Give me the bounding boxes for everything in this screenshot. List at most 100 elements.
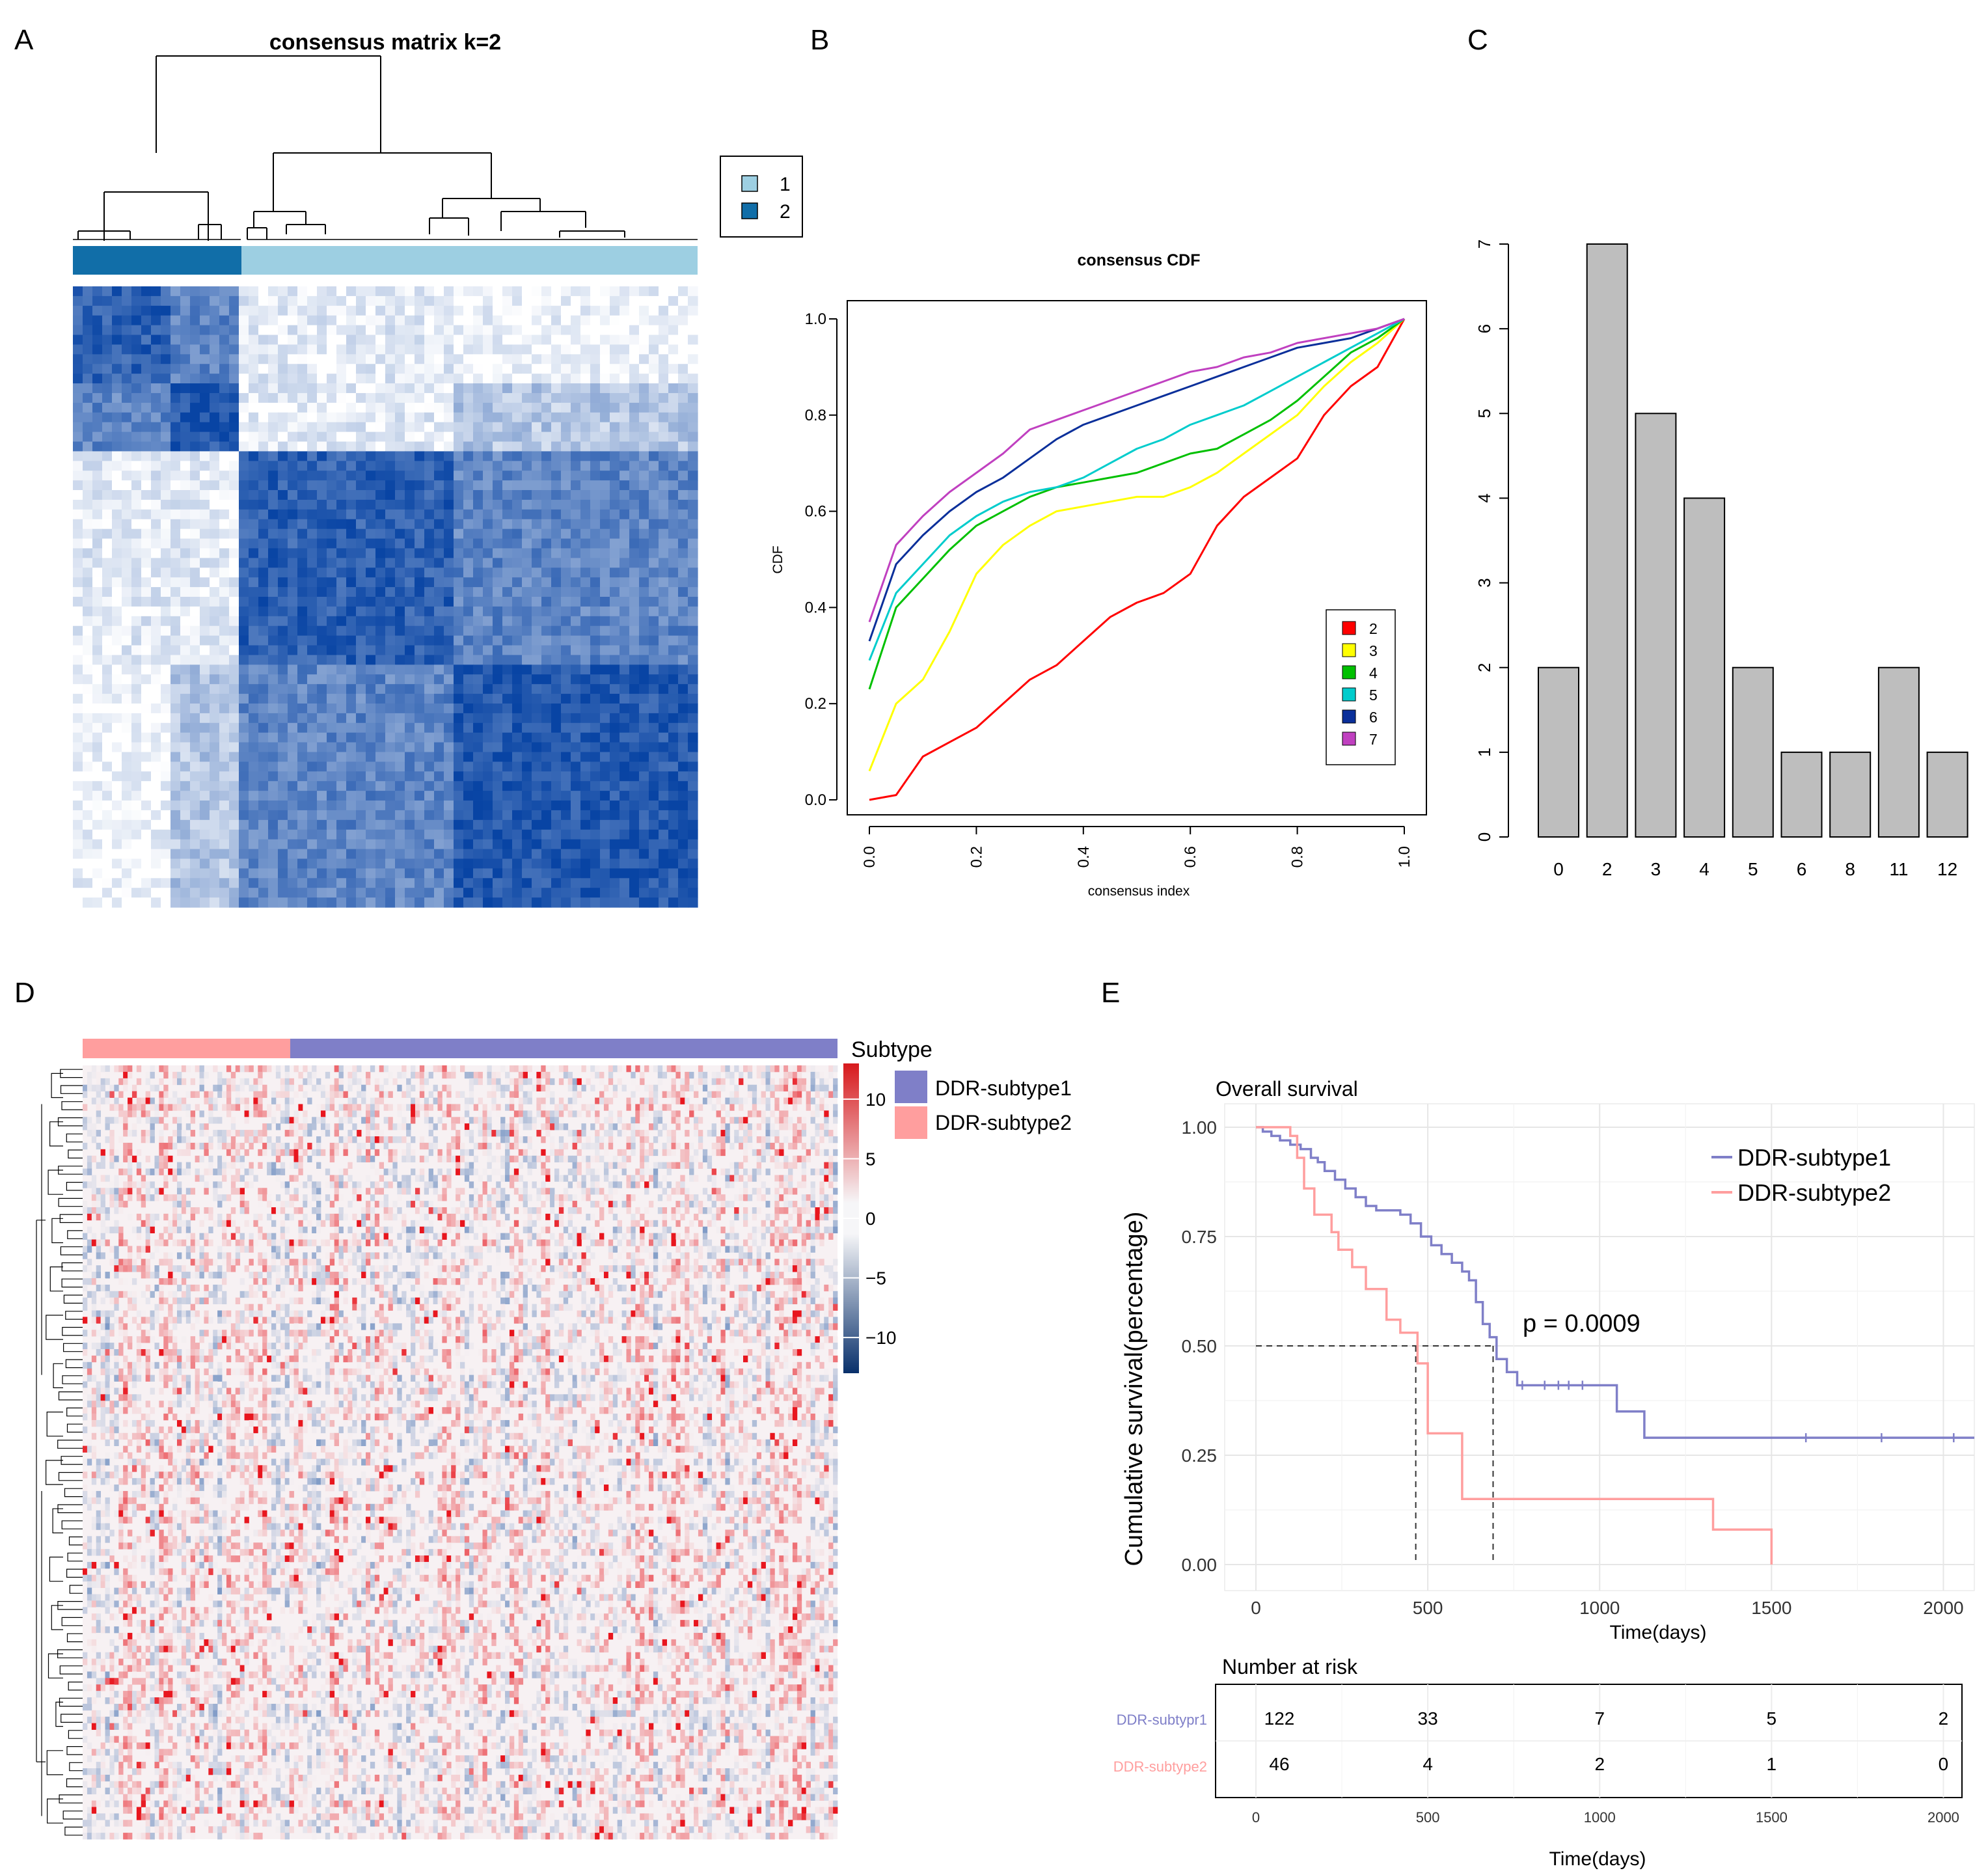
risk-cell: 1 [1767,1754,1777,1774]
cdf-legend-swatch-k3 [1342,643,1356,657]
cdf-lines [868,318,1406,801]
bar-y-tick: 5 [1475,409,1494,418]
panel-label-d: D [14,977,35,1009]
risk-row-label-subtype2: DDR-subtype2 [1113,1759,1207,1775]
survival-title: Overall survival [1216,1077,1358,1101]
risk-x-tick: 1000 [1584,1809,1616,1826]
subtype1-legend-text: DDR-subtype1 [1737,1144,1891,1171]
cdf-legend-swatch-k4 [1342,665,1356,679]
bar-8 [1829,751,1872,838]
risk-x-tick: 500 [1416,1809,1440,1826]
cluster-bar-cluster1 [241,246,698,275]
bar-4 [1683,497,1726,838]
color-scale-tick: 10 [865,1089,886,1110]
cdf-legend-swatch-k6 [1342,709,1356,724]
risk-table-x-label: Time(days) [1549,1848,1646,1870]
survival-y-label: Cumulative survival(percentage) [1121,1212,1148,1567]
cdf-line-k4 [868,318,1405,690]
panel-label-c: C [1467,24,1488,56]
bar-x-tick: 4 [1699,859,1709,879]
cdf-x-tick: 0.8 [1289,846,1307,868]
cdf-legend-label-k4: 4 [1369,664,1378,681]
cdf-x-label: consensus index [1088,884,1190,899]
survival-grid [1224,1103,1975,1591]
risk-cell: 46 [1269,1754,1289,1774]
legend-label-2: 2 [780,201,791,223]
bar-x-tick: 8 [1845,859,1855,879]
survival-curves [1256,1126,1974,1565]
bar-axes: 0 1 2 3 4 5 6 7 [1475,240,1509,842]
cdf-y-tick: 0.6 [805,503,826,521]
bar-3 [1635,413,1677,838]
panel-label-e: E [1101,977,1120,1009]
cdf-y-label: CDF [770,545,785,573]
cdf-legend-swatch-k7 [1342,732,1356,746]
subtype1-legend-swatch [895,1071,927,1103]
bar-2 [1586,243,1628,838]
bar-y-tick: 1 [1475,748,1494,757]
panel-label-a: A [14,24,34,56]
bar-series: 0 2 3 4 5 6 8 11 12 [1538,243,1968,879]
cluster-legend: 1 2 [720,156,803,238]
bar-12 [1926,751,1968,838]
consensus-dendrogram [73,55,698,241]
bar-0 [1538,666,1579,838]
bar-x-tick: 6 [1797,859,1807,879]
cdf-line-k5 [868,318,1405,661]
consensus-heatmap [73,286,698,908]
survival-y-tick: 0.00 [1182,1555,1218,1575]
survival-x-tick: 1000 [1579,1598,1620,1618]
survival-y-tick: 1.00 [1182,1117,1218,1138]
subtype-annotation-subtype1 [290,1039,837,1058]
survival-x-label: Time(days) [1610,1622,1707,1643]
risk-cell: 122 [1264,1708,1295,1729]
cdf-legend-label-k6: 6 [1369,709,1378,726]
survival-axes: 0.00 0.25 0.50 0.75 1.00 0 500 1000 1500 2000 [1182,1117,1964,1618]
bar-y-tick: 2 [1475,663,1494,672]
bar-y-tick: 7 [1475,240,1494,249]
legend-swatch-1 [741,175,758,192]
color-scale-tick: 0 [865,1209,876,1229]
risk-cell: 0 [1939,1754,1949,1774]
color-scale-ticks: 10 5 0 −5 −10 [843,1089,897,1348]
cdf-plot-frame [847,300,1427,815]
bar-x-tick: 0 [1553,859,1564,879]
cdf-legend-label-k5: 5 [1369,687,1378,704]
bar-x-tick: 11 [1889,859,1908,879]
cdf-x-tick: 0.2 [968,846,985,868]
cdf-line-k6 [868,318,1405,642]
color-scale-tick: −5 [865,1268,886,1289]
panel-e: Overall survival p = 0.0009 DDR-subtype1… [1113,1077,1975,1870]
risk-cell: 2 [1594,1754,1605,1774]
color-scale-tick: −10 [865,1328,897,1348]
risk-x-tick: 1500 [1756,1809,1788,1826]
panel-a: consensus matrix k=2 1 2 [73,30,803,908]
survival-y-tick: 0.50 [1182,1336,1218,1356]
risk-table-title: Number at risk [1222,1655,1358,1678]
panel-label-b: B [810,24,829,56]
cdf-x-tick: 1.0 [1396,846,1413,868]
cdf-axes: 0.0 0.2 0.4 0.6 0.8 1.0 0.0 0.2 0.4 0.6 0.8 1.0 [805,310,1413,868]
p-value-annotation: p = 0.0009 [1523,1310,1641,1337]
cdf-y-tick: 0.0 [805,791,826,809]
cdf-legend-label-k3: 3 [1369,642,1378,659]
risk-cell: 2 [1939,1708,1949,1729]
bar-y-tick: 6 [1475,324,1494,333]
bar-5 [1732,666,1774,838]
risk-cell: 4 [1423,1754,1433,1774]
gene-dendrogram [36,1069,83,1836]
median-survival-lines [1256,1345,1494,1565]
cdf-line-k2 [869,318,1406,801]
risk-row-label-subtype1: DDR-subtypr1 [1117,1712,1207,1728]
bar-11 [1877,666,1920,838]
subtype1-legend-label: DDR-subtype1 [935,1076,1072,1100]
bar-y-tick: 4 [1475,493,1494,502]
risk-cell: 5 [1767,1708,1777,1729]
legend-swatch-2 [741,202,758,219]
bar-x-tick: 5 [1748,859,1758,879]
cdf-y-tick: 0.2 [805,695,826,713]
subtype-annotation-subtype2 [83,1039,290,1058]
survival-x-tick: 500 [1413,1598,1443,1618]
cdf-y-tick: 1.0 [805,310,826,328]
survival-x-tick: 2000 [1923,1598,1963,1618]
